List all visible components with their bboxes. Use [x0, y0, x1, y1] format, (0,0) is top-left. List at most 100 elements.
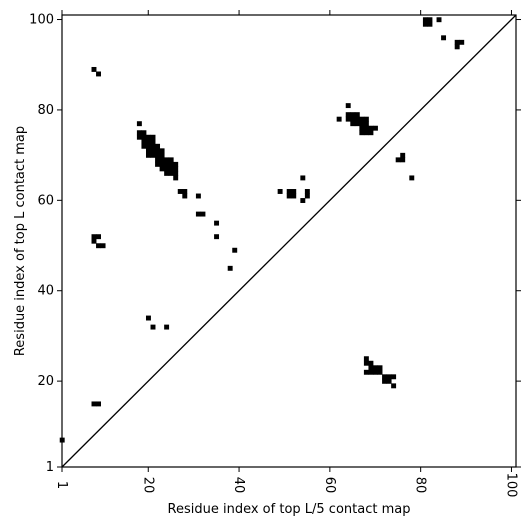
- contact-cell-top-l5: [368, 369, 374, 375]
- diagonal: [61, 14, 517, 468]
- contact-cell-top-l5: [386, 374, 392, 380]
- contact-cell-top-l: [286, 189, 292, 194]
- contact-cell-top-l: [182, 189, 188, 194]
- contact-cell-top-l: [159, 152, 165, 158]
- contact-cell-top-l5: [377, 369, 383, 375]
- contact-cell-top-l5: [386, 378, 392, 384]
- diagonal-line: [61, 14, 517, 468]
- contact-cell-top-l: [164, 170, 170, 176]
- contact-cell-top-l: [136, 121, 142, 127]
- contact-cell-top-l5: [363, 360, 369, 366]
- contact-cell-top-l: [141, 134, 147, 140]
- contact-cell-top-l: [300, 175, 306, 181]
- contact-cell-top-l: [155, 143, 161, 149]
- contact-cell-top-l: [155, 148, 161, 154]
- contact-cell-top-l: [168, 157, 174, 163]
- contact-cell-top-l: [368, 130, 374, 136]
- contact-cell-top-l: [441, 35, 447, 41]
- contact-cell-top-l: [409, 175, 415, 181]
- contact-cell-top-l: [436, 17, 442, 23]
- contact-cell-top-l: [363, 121, 369, 127]
- x-tick-label: 40: [231, 477, 246, 494]
- contact-cell-top-l: [354, 112, 360, 118]
- contact-cells: [59, 17, 465, 443]
- contact-cell-top-l: [359, 130, 365, 136]
- contact-cell-top-l: [145, 134, 151, 140]
- contact-cell-top-l: [336, 116, 342, 122]
- contact-cell-top-l: [141, 139, 147, 145]
- contact-cell-top-l: [145, 143, 151, 149]
- y-axis-ticks: 1 20 40 60 80 100: [29, 13, 521, 475]
- contact-cell-top-l: [145, 148, 151, 154]
- contact-cell-top-l5: [372, 365, 378, 371]
- y-tick-label: 20: [37, 374, 54, 389]
- contact-cell-top-l: [168, 161, 174, 167]
- contact-cell-top-l: [164, 161, 170, 167]
- y-tick-label: 100: [29, 13, 54, 28]
- contact-cell-top-l: [164, 166, 170, 172]
- contact-cell-top-l: [173, 161, 179, 167]
- contact-cell-top-l: [96, 234, 101, 240]
- contact-cell-top-l: [159, 148, 165, 154]
- y-tick-label: 40: [37, 284, 54, 299]
- contact-cell-top-l: [91, 66, 97, 72]
- contact-cell-top-l: [354, 116, 360, 122]
- contact-cell-top-l5: [377, 365, 383, 371]
- contact-cell-top-l: [145, 139, 151, 145]
- contact-cell-top-l5: [363, 369, 369, 375]
- contact-cell-top-l: [214, 234, 220, 240]
- contact-cell-top-l: [159, 161, 165, 167]
- contact-cell-top-l: [350, 121, 356, 127]
- contact-cell-top-l: [150, 143, 156, 149]
- contact-cell-top-l: [136, 134, 142, 140]
- contact-cell-top-l: [150, 139, 156, 145]
- contact-cell-top-l: [291, 193, 297, 199]
- contact-cell-top-l: [277, 189, 283, 194]
- contact-cell-top-l: [96, 243, 101, 249]
- contact-cell-top-l: [345, 112, 351, 118]
- contact-cell-top-l: [363, 130, 369, 136]
- contact-cell-top-l: [91, 238, 97, 244]
- contact-cell-top-l: [145, 152, 151, 158]
- contact-cell-top-l5: [363, 356, 369, 362]
- contact-cell-top-l: [304, 189, 310, 194]
- contact-cell-top-l: [359, 125, 365, 131]
- plot-frame: [61, 14, 517, 468]
- contact-cell-top-l: [177, 189, 183, 194]
- contact-cell-top-l5: [145, 315, 151, 321]
- contact-cell-top-l5: [391, 383, 397, 389]
- contact-cell-top-l: [422, 17, 428, 23]
- x-axis-label: Residue index of top L/5 contact map: [168, 502, 411, 517]
- x-tick-label: 100: [503, 473, 518, 498]
- contact-cell-top-l: [214, 220, 220, 226]
- contact-cell-top-l: [100, 243, 106, 249]
- contact-cell-top-l: [155, 161, 161, 167]
- contact-cell-top-l5: [368, 365, 374, 371]
- contact-cell-top-l: [150, 134, 156, 140]
- y-axis-label: Residue index of top L contact map: [13, 126, 28, 356]
- contact-cell-top-l: [173, 166, 179, 172]
- contact-cell-top-l: [368, 125, 374, 131]
- contact-cell-top-l: [227, 265, 233, 271]
- contact-cell-top-l: [350, 112, 356, 118]
- contact-cell-top-l: [400, 152, 406, 158]
- contact-cell-top-l: [150, 148, 156, 154]
- contact-cell-top-l: [345, 103, 351, 109]
- contact-cell-top-l: [91, 234, 97, 240]
- contact-cell-top-l: [286, 193, 292, 199]
- contact-cell-top-l: [155, 152, 161, 158]
- contact-cell-top-l: [454, 39, 460, 45]
- contact-cell-top-l: [136, 130, 142, 136]
- contact-cell-top-l: [155, 157, 161, 163]
- contact-cell-top-l: [372, 125, 378, 131]
- contact-cell-top-l: [291, 189, 297, 194]
- x-tick-label: 80: [413, 477, 428, 494]
- x-tick-label: 1: [54, 481, 69, 489]
- contact-cell-top-l: [164, 157, 170, 163]
- contact-cell-top-l: [459, 39, 465, 45]
- contact-cell-top-l: [96, 71, 101, 77]
- contact-cell-top-l: [300, 198, 306, 203]
- contact-cell-top-l: [454, 44, 460, 50]
- contact-cell-top-l: [168, 170, 174, 176]
